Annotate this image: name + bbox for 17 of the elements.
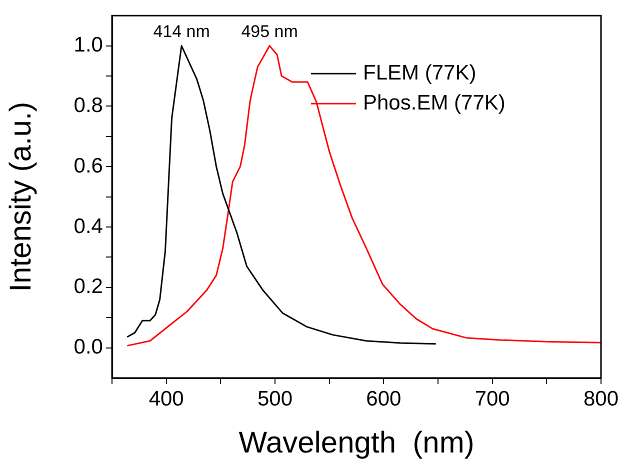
y-tick-label: 0.6 [74,154,103,178]
annotation: 414 nm [153,22,210,41]
annotation: 495 nm [241,22,298,41]
y-tick-label: 0.4 [74,214,104,238]
x-axis-title: Wavelength (nm) [238,426,474,460]
x-tick-label: 700 [474,387,510,410]
x-tick-label: 600 [366,387,402,410]
y-tick-label: 0.2 [74,275,103,298]
y-tick-label: 0.0 [74,336,103,359]
x-tick-label: 500 [257,387,293,410]
y-axis-title: Intensity (a.u.) [4,102,38,292]
y-tick-label: 1.0 [74,34,103,57]
x-tick-label: 400 [148,387,184,410]
legend-label: Phos.EM (77K) [363,91,506,114]
x-tick-label: 800 [583,387,619,410]
legend-label: FLEM (77K) [363,61,476,84]
y-tick-label: 0.8 [74,94,103,117]
